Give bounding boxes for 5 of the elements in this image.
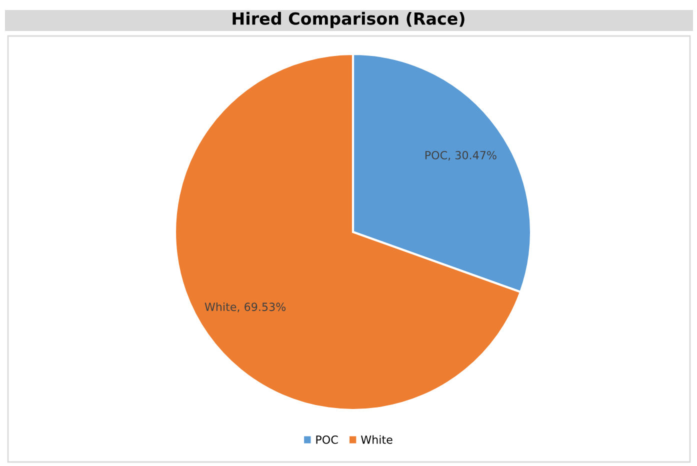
legend-label: POC: [316, 435, 338, 444]
data-label: White, 69.53%: [204, 302, 286, 312]
data-label: POC, 30.47%: [425, 150, 496, 161]
legend-label: White: [360, 435, 392, 444]
chart-title: Hired Comparison (Race): [232, 12, 464, 28]
